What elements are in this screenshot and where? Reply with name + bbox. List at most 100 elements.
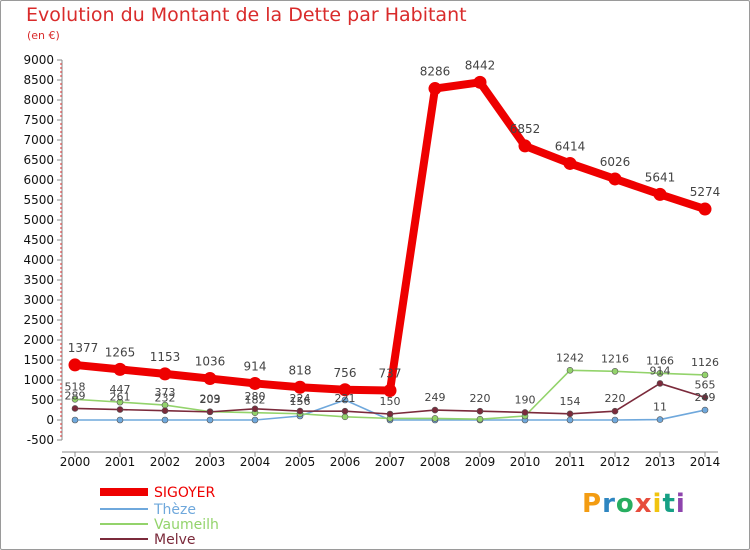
- data-label: 249: [695, 391, 716, 404]
- data-label: 5274: [690, 185, 721, 199]
- data-label: 1166: [646, 354, 674, 367]
- data-label: 5641: [645, 170, 676, 184]
- logo-letter: x: [634, 489, 653, 519]
- y-tick-label: 5000: [23, 213, 54, 227]
- x-tick-label: 2010: [510, 455, 541, 469]
- data-point: [161, 416, 169, 424]
- data-label: 1036: [195, 355, 226, 369]
- x-tick-label: 2000: [60, 455, 91, 469]
- y-tick-label: 1000: [23, 373, 54, 387]
- data-point: [701, 406, 709, 414]
- data-point: [116, 398, 124, 406]
- data-point: [656, 380, 664, 387]
- data-point: [341, 413, 349, 421]
- data-point: [293, 380, 307, 394]
- y-tick-label: 2500: [23, 313, 54, 327]
- data-point: [383, 384, 397, 398]
- x-tick-label: 2012: [600, 455, 631, 469]
- data-point: [611, 407, 619, 415]
- data-point: [476, 407, 484, 415]
- data-point: [473, 75, 487, 89]
- data-point: [341, 407, 349, 415]
- data-point: [518, 139, 532, 153]
- data-label: 756: [334, 366, 357, 380]
- x-tick-label: 2009: [465, 455, 496, 469]
- data-point: [71, 416, 79, 424]
- chart-unit: (en €): [27, 29, 60, 42]
- x-tick-label: 2004: [240, 455, 271, 469]
- x-tick-label: 2008: [420, 455, 451, 469]
- data-point: [431, 406, 439, 414]
- x-tick-label: 2005: [285, 455, 316, 469]
- data-point: [566, 410, 574, 418]
- data-label: 1242: [556, 351, 584, 364]
- legend-label-vaumeilh: Vaumeilh: [154, 517, 219, 533]
- data-label: 221: [335, 392, 356, 405]
- data-point: [656, 370, 664, 377]
- y-tick-label: 8000: [23, 93, 54, 107]
- data-label: 220: [605, 392, 626, 405]
- data-point: [701, 371, 709, 379]
- data-label: 289: [65, 389, 86, 402]
- data-label: 224: [290, 392, 311, 405]
- data-label: 1126: [691, 356, 719, 369]
- data-point: [428, 82, 442, 96]
- data-point: [611, 368, 619, 375]
- logo-letter: o: [615, 489, 635, 519]
- data-point: [251, 416, 259, 424]
- y-tick-label: 7000: [23, 133, 54, 147]
- data-label: 737: [379, 367, 402, 381]
- data-label: 232: [155, 392, 176, 405]
- data-point: [116, 406, 124, 413]
- y-tick-label: 4500: [23, 233, 54, 247]
- data-point: [698, 202, 712, 216]
- data-label: 8442: [465, 58, 496, 72]
- data-label: 1216: [601, 352, 629, 365]
- y-tick-label: 1500: [23, 353, 54, 367]
- data-label: 565: [695, 378, 716, 391]
- data-label: 373: [155, 386, 176, 399]
- data-point: [656, 416, 664, 423]
- data-label: 518: [65, 380, 86, 393]
- x-tick-label: 2013: [645, 455, 676, 469]
- y-tick-label: 7500: [23, 113, 54, 127]
- data-label: 182: [245, 394, 266, 407]
- data-label: 447: [110, 383, 131, 396]
- data-label: 6414: [555, 139, 586, 153]
- data-point: [608, 172, 622, 186]
- y-tick-label: 2000: [23, 333, 54, 347]
- data-point: [203, 372, 217, 386]
- x-tick-label: 2007: [375, 455, 406, 469]
- data-label: 249: [425, 391, 446, 404]
- legend-label-thèze: Thèze: [153, 502, 196, 518]
- x-tick-label: 2002: [150, 455, 181, 469]
- data-point: [206, 408, 214, 416]
- data-point: [701, 394, 709, 401]
- data-label: 220: [470, 392, 491, 405]
- data-point: [611, 416, 619, 424]
- legend-label-sigoyer: SIGOYER: [154, 485, 216, 501]
- legend-label-melve: Melve: [154, 532, 195, 548]
- data-label: 6026: [600, 155, 631, 169]
- x-tick-label: 2003: [195, 455, 226, 469]
- data-point: [71, 405, 79, 412]
- chart-title: Evolution du Montant de la Dette par Hab…: [26, 4, 467, 26]
- logo-letter: r: [602, 489, 616, 519]
- data-label: 154: [560, 395, 581, 408]
- data-point: [386, 410, 394, 418]
- data-label: 914: [650, 364, 671, 377]
- data-point: [251, 405, 259, 413]
- series-layer: [68, 75, 712, 424]
- data-label: 914: [244, 359, 267, 373]
- y-tick-label: 0: [46, 413, 54, 427]
- data-label: 1377: [68, 341, 99, 355]
- data-point: [521, 409, 529, 416]
- axes: -500 0 500 1000 1500 2000 2500 3000 3500 4000 4500…: [23, 53, 720, 469]
- data-point: [476, 415, 484, 423]
- data-point: [341, 396, 349, 404]
- y-tick-label: 5500: [23, 193, 54, 207]
- logo-letter: P: [582, 489, 603, 519]
- proxiti-logo: Proxiti: [582, 489, 686, 519]
